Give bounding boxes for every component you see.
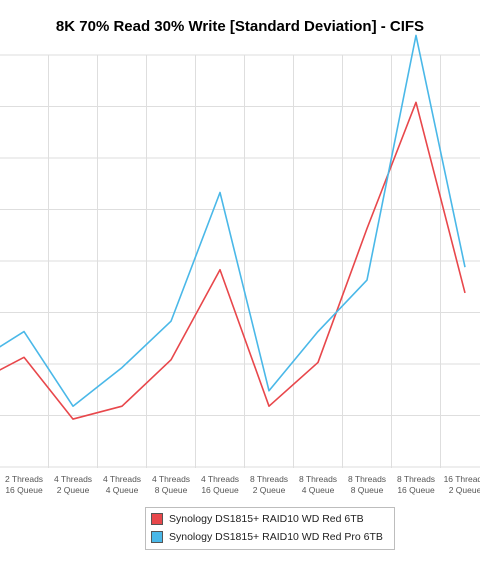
x-tick-label: 8 Threads 4 Queue [299, 474, 337, 495]
x-tick-label: 8 Threads 8 Queue [348, 474, 386, 495]
series-line-0 [0, 101, 466, 420]
legend-label-red-pro: Synology DS1815+ RAID10 WD Red Pro 6TB [169, 531, 383, 543]
grid [0, 54, 480, 468]
series-lines [0, 34, 466, 420]
x-tick-label: 2 Threads 16 Queue [5, 474, 43, 495]
x-tick-label: 4 Threads 16 Queue [201, 474, 239, 495]
legend-item-red-pro: Synology DS1815+ RAID10 WD Red Pro 6TB [146, 528, 394, 546]
x-tick-label: 8 Threads 2 Queue [250, 474, 288, 495]
x-tick-label: 4 Threads 2 Queue [54, 474, 92, 495]
x-tick-label: 8 Threads 16 Queue [397, 474, 435, 495]
legend-item-red: Synology DS1815+ RAID10 WD Red 6TB [146, 510, 394, 528]
x-tick-label: 4 Threads 8 Queue [152, 474, 190, 495]
series-line-1 [0, 34, 466, 408]
legend-swatch-red-pro [151, 531, 163, 543]
legend-label-red: Synology DS1815+ RAID10 WD Red 6TB [169, 513, 364, 525]
x-tick-label: 4 Threads 4 Queue [103, 474, 141, 495]
legend: Synology DS1815+ RAID10 WD Red 6TB Synol… [145, 507, 395, 550]
chart-title: 8K 70% Read 30% Write [Standard Deviatio… [55, 18, 425, 35]
legend-swatch-red [151, 513, 163, 525]
